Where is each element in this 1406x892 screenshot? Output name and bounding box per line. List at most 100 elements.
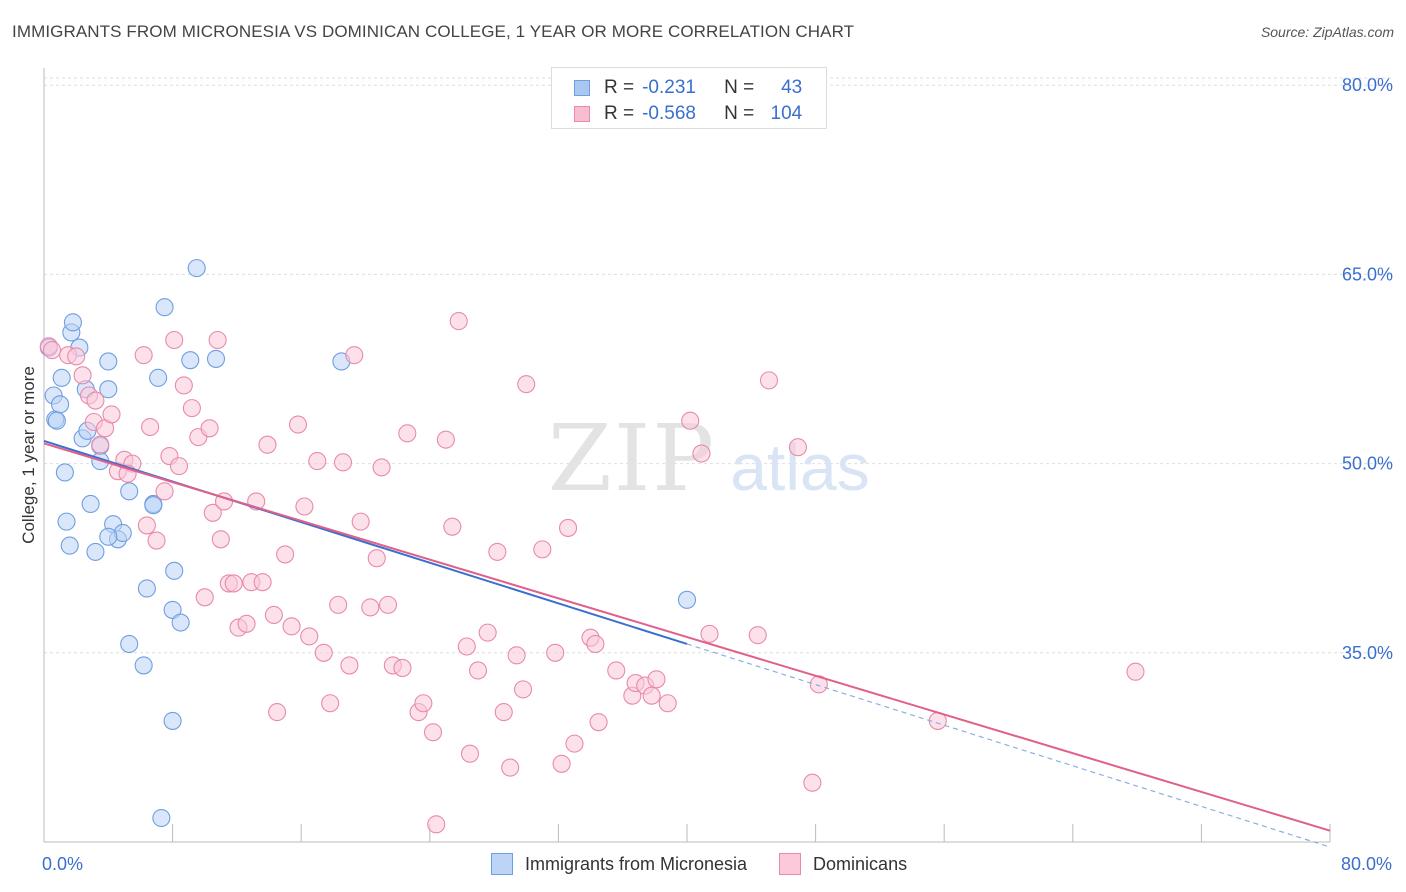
point-dominicans [558, 518, 578, 537]
point-dominicans [295, 497, 314, 516]
point-dominicans [91, 435, 110, 454]
point-dominicans [607, 661, 626, 680]
point-dominicans [692, 444, 711, 463]
point-dominicans [507, 646, 526, 665]
point-dominicans [86, 391, 105, 410]
point-dominicans [546, 643, 565, 662]
point-dominicans [748, 626, 767, 645]
point-dominicans [200, 419, 219, 438]
point-micronesia [99, 527, 118, 546]
point-dominicans [268, 703, 287, 722]
n-value: 43 [781, 77, 803, 98]
point-dominicans [589, 713, 608, 732]
point-micronesia [165, 561, 184, 580]
point-dominicans [513, 680, 533, 699]
r-value: -0.231 [642, 77, 696, 98]
point-dominicans [1126, 662, 1145, 681]
y-tick-label: 50.0% [1342, 454, 1393, 474]
y-tick-label: 35.0% [1342, 643, 1393, 663]
series-legend: Immigrants from Micronesia Dominicans [491, 852, 939, 876]
point-dominicans [102, 405, 121, 424]
point-dominicans [288, 415, 308, 434]
stats-legend: R = -0.231 N = 43 R = -0.568 N = 104 [551, 67, 827, 129]
point-dominicans [658, 694, 677, 713]
point-micronesia [163, 711, 182, 730]
point-dominicans [224, 574, 243, 593]
point-dominicans [345, 346, 364, 365]
legend-item-micronesia[interactable]: Immigrants from Micronesia [491, 853, 747, 875]
point-dominicans [586, 634, 605, 654]
point-dominicans [427, 815, 446, 834]
point-dominicans [67, 347, 86, 366]
point-dominicans [203, 503, 222, 522]
point-micronesia [81, 494, 100, 514]
trend-line-micronesia-extension [686, 643, 1331, 848]
point-dominicans [174, 376, 193, 395]
point-micronesia [51, 395, 70, 414]
point-dominicans [208, 330, 227, 350]
point-dominicans [182, 399, 201, 418]
point-micronesia [47, 411, 66, 430]
point-micronesia [206, 349, 226, 368]
point-dominicans [494, 703, 513, 722]
legend-swatch-micronesia [491, 853, 513, 875]
point-dominicans [333, 453, 353, 472]
point-dominicans [468, 661, 488, 680]
point-dominicans [642, 686, 661, 705]
point-dominicans [73, 366, 92, 385]
point-dominicans [340, 656, 359, 675]
point-micronesia [99, 352, 118, 371]
point-micronesia [155, 298, 174, 317]
point-dominicans [276, 545, 295, 564]
point-dominicans [443, 517, 462, 536]
point-dominicans [300, 627, 319, 646]
point-dominicans [803, 773, 822, 792]
source-label: Source: ZipAtlas.com [1260, 24, 1394, 40]
point-dominicans [147, 531, 166, 550]
point-dominicans [137, 516, 156, 535]
legend-swatch-dominicans [574, 106, 590, 122]
point-dominicans [449, 312, 468, 331]
legend-swatch-dominicans [779, 853, 802, 875]
point-dominicans [195, 588, 214, 607]
point-dominicans [308, 452, 327, 471]
point-dominicans [423, 723, 443, 742]
point-dominicans [788, 438, 807, 457]
point-micronesia [152, 808, 171, 828]
point-micronesia [149, 368, 168, 387]
x-tick-label: 0.0% [42, 854, 83, 874]
point-dominicans [134, 346, 153, 365]
trend-line-dominicans [43, 442, 1331, 832]
legend-swatch-micronesia [574, 80, 590, 96]
point-dominicans [565, 734, 584, 753]
chart-title: IMMIGRANTS FROM MICRONESIA VS DOMINICAN … [12, 22, 855, 41]
stats-row-dominicans: R = -0.568 N = 104 [574, 102, 802, 126]
legend-label-micronesia: Immigrants from Micronesia [525, 853, 748, 874]
point-dominicans [378, 595, 398, 614]
point-dominicans [258, 435, 277, 454]
point-micronesia [86, 542, 105, 561]
x-tick-label: 80.0% [1341, 854, 1392, 874]
point-dominicans [253, 573, 272, 592]
n-label: N = [724, 77, 755, 98]
point-micronesia [52, 368, 71, 387]
legend-label-dominicans: Dominicans [813, 853, 908, 874]
point-dominicans [169, 457, 189, 476]
r-label: R = [604, 77, 635, 98]
point-micronesia [134, 656, 153, 675]
r-label: R = [604, 103, 635, 124]
point-dominicans [361, 598, 380, 617]
point-micronesia [187, 259, 206, 278]
point-dominicans [237, 614, 256, 633]
point-dominicans [165, 330, 184, 350]
legend-item-dominicans[interactable]: Dominicans [779, 853, 907, 875]
point-dominicans [282, 617, 301, 636]
point-dominicans [647, 670, 666, 689]
point-dominicans [314, 643, 333, 662]
point-dominicans [321, 694, 340, 713]
point-micronesia [60, 536, 79, 555]
point-dominicans [700, 624, 719, 643]
point-dominicans [517, 375, 536, 394]
y-tick-label: 80.0% [1342, 75, 1393, 95]
point-dominicans [488, 542, 507, 561]
